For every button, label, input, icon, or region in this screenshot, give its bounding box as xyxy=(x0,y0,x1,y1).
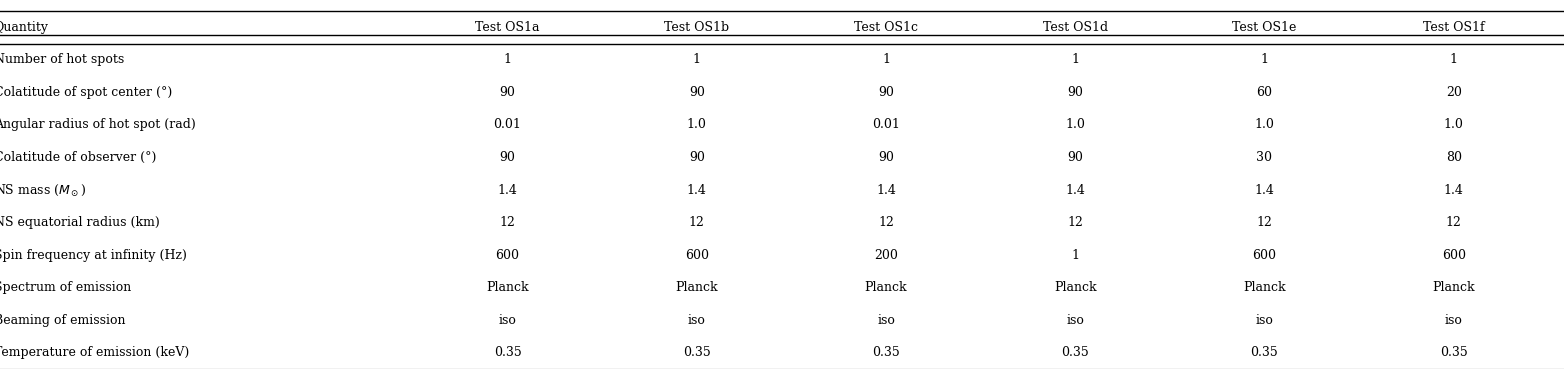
Text: Colatitude of spot center (°): Colatitude of spot center (°) xyxy=(0,86,172,99)
Text: 90: 90 xyxy=(1067,86,1084,99)
Text: 600: 600 xyxy=(1442,249,1465,262)
Text: Planck: Planck xyxy=(676,281,718,294)
Text: 1: 1 xyxy=(693,54,701,66)
Text: 0.35: 0.35 xyxy=(873,346,899,359)
Text: 1.4: 1.4 xyxy=(497,183,518,197)
Text: 12: 12 xyxy=(877,216,895,229)
Text: Test OS1e: Test OS1e xyxy=(1232,21,1297,34)
Text: Spectrum of emission: Spectrum of emission xyxy=(0,281,131,294)
Text: 1.4: 1.4 xyxy=(1254,183,1275,197)
Text: 80: 80 xyxy=(1445,151,1462,164)
Text: Planck: Planck xyxy=(1243,281,1286,294)
Text: 600: 600 xyxy=(1253,249,1276,262)
Text: 12: 12 xyxy=(688,216,705,229)
Text: Colatitude of observer (°): Colatitude of observer (°) xyxy=(0,151,156,164)
Text: 90: 90 xyxy=(1067,151,1084,164)
Text: 0.35: 0.35 xyxy=(1251,346,1278,359)
Text: 30: 30 xyxy=(1256,151,1273,164)
Text: 1.4: 1.4 xyxy=(687,183,707,197)
Text: 1.0: 1.0 xyxy=(687,118,707,131)
Text: Test OS1b: Test OS1b xyxy=(665,21,729,34)
Text: 1: 1 xyxy=(882,54,890,66)
Text: 1: 1 xyxy=(1261,54,1268,66)
Text: Spin frequency at infinity (Hz): Spin frequency at infinity (Hz) xyxy=(0,249,186,262)
Text: iso: iso xyxy=(688,314,705,327)
Text: NS mass ($M_\odot$): NS mass ($M_\odot$) xyxy=(0,182,86,198)
Text: 0.35: 0.35 xyxy=(1062,346,1089,359)
Text: 90: 90 xyxy=(499,86,516,99)
Text: 1: 1 xyxy=(1450,54,1458,66)
Text: Planck: Planck xyxy=(1433,281,1475,294)
Text: iso: iso xyxy=(499,314,516,327)
Text: 0.01: 0.01 xyxy=(873,118,899,131)
Text: Beaming of emission: Beaming of emission xyxy=(0,314,125,327)
Text: Test OS1f: Test OS1f xyxy=(1423,21,1484,34)
Text: Planck: Planck xyxy=(1054,281,1096,294)
Text: 1.0: 1.0 xyxy=(1065,118,1085,131)
Text: 1: 1 xyxy=(1071,249,1079,262)
Text: 12: 12 xyxy=(1256,216,1273,229)
Text: 90: 90 xyxy=(877,86,895,99)
Text: 600: 600 xyxy=(685,249,708,262)
Text: 600: 600 xyxy=(496,249,519,262)
Text: 1.4: 1.4 xyxy=(1065,183,1085,197)
Text: 200: 200 xyxy=(874,249,898,262)
Text: 90: 90 xyxy=(877,151,895,164)
Text: 1: 1 xyxy=(1071,54,1079,66)
Text: 1.0: 1.0 xyxy=(1254,118,1275,131)
Text: Test OS1c: Test OS1c xyxy=(854,21,918,34)
Text: 90: 90 xyxy=(499,151,516,164)
Text: Angular radius of hot spot (rad): Angular radius of hot spot (rad) xyxy=(0,118,196,131)
Text: iso: iso xyxy=(1445,314,1462,327)
Text: 0.01: 0.01 xyxy=(494,118,521,131)
Text: Test OS1d: Test OS1d xyxy=(1043,21,1107,34)
Text: 12: 12 xyxy=(1445,216,1462,229)
Text: 0.35: 0.35 xyxy=(683,346,710,359)
Text: 90: 90 xyxy=(688,86,705,99)
Text: 12: 12 xyxy=(1067,216,1084,229)
Text: 1.4: 1.4 xyxy=(876,183,896,197)
Text: 0.35: 0.35 xyxy=(494,346,521,359)
Text: Number of hot spots: Number of hot spots xyxy=(0,54,124,66)
Text: Test OS1a: Test OS1a xyxy=(475,21,540,34)
Text: iso: iso xyxy=(877,314,895,327)
Text: 90: 90 xyxy=(688,151,705,164)
Text: 12: 12 xyxy=(499,216,516,229)
Text: Planck: Planck xyxy=(486,281,529,294)
Text: 1: 1 xyxy=(504,54,511,66)
Text: 20: 20 xyxy=(1445,86,1462,99)
Text: NS equatorial radius (km): NS equatorial radius (km) xyxy=(0,216,160,229)
Text: 1.4: 1.4 xyxy=(1444,183,1464,197)
Text: iso: iso xyxy=(1256,314,1273,327)
Text: Quantity: Quantity xyxy=(0,21,48,34)
Text: Temperature of emission (keV): Temperature of emission (keV) xyxy=(0,346,189,359)
Text: iso: iso xyxy=(1067,314,1084,327)
Text: 60: 60 xyxy=(1256,86,1273,99)
Text: 0.35: 0.35 xyxy=(1440,346,1467,359)
Text: 1.0: 1.0 xyxy=(1444,118,1464,131)
Text: Planck: Planck xyxy=(865,281,907,294)
